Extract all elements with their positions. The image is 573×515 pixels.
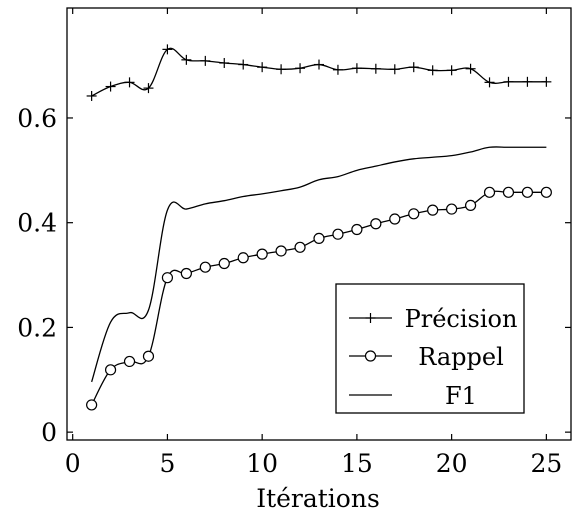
data-point: [199, 261, 211, 273]
data-point: [389, 64, 400, 75]
legend-entry-précision: Précision: [349, 305, 517, 333]
plot-frame: [66, 7, 572, 441]
data-point: [200, 55, 211, 66]
data-point: [218, 257, 230, 270]
data-point: [370, 218, 382, 230]
data-point: [276, 64, 287, 75]
series-line: [91, 146, 547, 383]
data-point: [502, 186, 515, 198]
data-point: [408, 62, 419, 73]
data-point: [427, 65, 438, 76]
data-point: [446, 203, 458, 215]
legend-label: F1: [445, 382, 477, 410]
legend-label: Rappel: [418, 343, 504, 371]
series-line: [91, 47, 547, 97]
legend-entry-f1: F1: [349, 382, 477, 410]
x-tick-label: 10: [246, 449, 278, 478]
data-point: [275, 245, 287, 257]
x-tick-label: 25: [530, 449, 562, 478]
legend-marker: [364, 350, 377, 362]
y-tick-label: 0.2: [17, 313, 57, 342]
data-point: [332, 64, 343, 75]
data-point: [351, 63, 362, 74]
data-point: [256, 248, 268, 260]
data-point: [521, 186, 534, 198]
data-point: [105, 81, 116, 92]
series-layer: [86, 44, 552, 411]
data-point: [541, 76, 552, 87]
x-tick-label: 0: [65, 449, 81, 478]
data-point: [123, 355, 136, 368]
data-point: [86, 399, 98, 411]
data-point: [124, 77, 135, 88]
data-point: [408, 208, 420, 220]
data-point: [503, 76, 514, 87]
y-tick-label: 0.6: [17, 104, 57, 133]
data-point: [314, 59, 324, 70]
data-point: [238, 59, 249, 70]
data-point: [522, 76, 533, 87]
legend-box: [335, 283, 525, 414]
data-point: [181, 54, 192, 65]
data-point: [219, 57, 230, 68]
series-précision: [86, 44, 552, 101]
data-point: [465, 63, 476, 74]
data-point: [142, 350, 155, 362]
data-point: [351, 223, 363, 236]
data-point: [257, 62, 268, 73]
series-rappel: [86, 186, 552, 411]
data-point: [389, 213, 401, 225]
data-point: [370, 63, 381, 74]
data-point: [180, 267, 192, 280]
legend: Précision Rappel F1: [335, 283, 525, 414]
data-point: [483, 186, 496, 198]
y-tick-label: 0: [41, 418, 57, 447]
data-point: [161, 272, 174, 284]
data-point: [237, 252, 249, 264]
y-tick-label: 0.4: [17, 209, 57, 238]
data-point: [104, 364, 117, 376]
data-point: [332, 228, 344, 240]
data-point: [86, 90, 97, 101]
legend-entry-rappel: Rappel: [349, 343, 504, 371]
x-tick-label: 20: [436, 449, 468, 478]
data-point: [294, 241, 306, 253]
data-point: [427, 204, 439, 216]
x-tick-label: 5: [159, 449, 175, 478]
series-f1: [91, 146, 547, 383]
data-point: [143, 83, 154, 94]
x-axis-label: Itérations: [256, 484, 380, 513]
data-point: [295, 63, 306, 74]
data-point: [464, 199, 477, 212]
data-point: [162, 44, 173, 55]
data-point: [446, 65, 457, 76]
legend-label: Précision: [405, 305, 518, 333]
data-point: [484, 77, 495, 88]
data-point: [313, 232, 325, 244]
x-tick-label: 15: [341, 449, 373, 478]
axis-ticks: 0 5 10 15 20 25 0 0.2 0.4 0.6: [17, 8, 571, 478]
legend-marker: [365, 313, 376, 323]
data-point: [540, 186, 552, 198]
